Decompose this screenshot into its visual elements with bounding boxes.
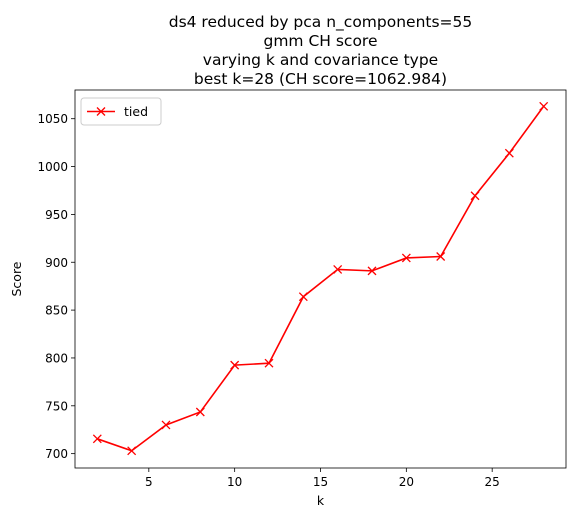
- data-point: [264, 358, 274, 368]
- x-tick-label: 10: [227, 475, 242, 489]
- y-axis-label: Score: [9, 261, 24, 296]
- x-tick-label: 15: [313, 475, 328, 489]
- data-point: [436, 252, 446, 261]
- data-point: [333, 264, 343, 274]
- x-tick-label: 25: [485, 475, 500, 489]
- chart-title-line-1: ds4 reduced by pca n_components=55: [169, 13, 473, 32]
- series-group: [92, 101, 549, 456]
- data-point: [92, 434, 102, 444]
- chart-title-line-4: best k=28 (CH score=1062.984): [194, 70, 447, 88]
- legend: tied: [80, 97, 162, 126]
- legend-marker-tied: [96, 107, 106, 116]
- series-line-tied: [97, 105, 545, 452]
- y-tick-label: 700: [45, 447, 68, 461]
- x-axis: 5 10 15 20 25: [145, 468, 500, 489]
- legend-entry-tied: tied: [124, 104, 148, 119]
- y-tick-label: 850: [45, 304, 68, 318]
- data-point: [401, 253, 411, 263]
- y-axis: 700 750 800 850 900 950 1000 1050: [37, 112, 75, 461]
- plot-area-frame: [74, 89, 567, 469]
- data-point: [470, 191, 480, 201]
- data-point: [539, 101, 549, 111]
- x-tick-label: 5: [145, 475, 153, 489]
- data-point: [127, 446, 137, 456]
- data-point: [367, 266, 377, 276]
- legend-marker-x: [96, 107, 106, 116]
- chart-title-line-3: varying k and covariance type: [203, 51, 438, 69]
- data-point: [298, 292, 308, 302]
- y-tick-label: 1050: [37, 112, 68, 126]
- data-point: [504, 148, 514, 158]
- y-tick-label: 750: [45, 399, 68, 413]
- data-point: [195, 407, 205, 417]
- y-tick-label: 1000: [37, 160, 68, 174]
- y-tick-label: 800: [45, 351, 68, 365]
- x-tick-label: 20: [399, 475, 414, 489]
- x-axis-label: k: [317, 493, 325, 508]
- data-point: [161, 420, 171, 430]
- chart-title-line-2: gmm CH score: [263, 32, 377, 50]
- legend-box: [80, 97, 162, 126]
- y-tick-label: 950: [45, 208, 68, 222]
- data-point: [230, 360, 240, 370]
- y-tick-label: 900: [45, 256, 68, 270]
